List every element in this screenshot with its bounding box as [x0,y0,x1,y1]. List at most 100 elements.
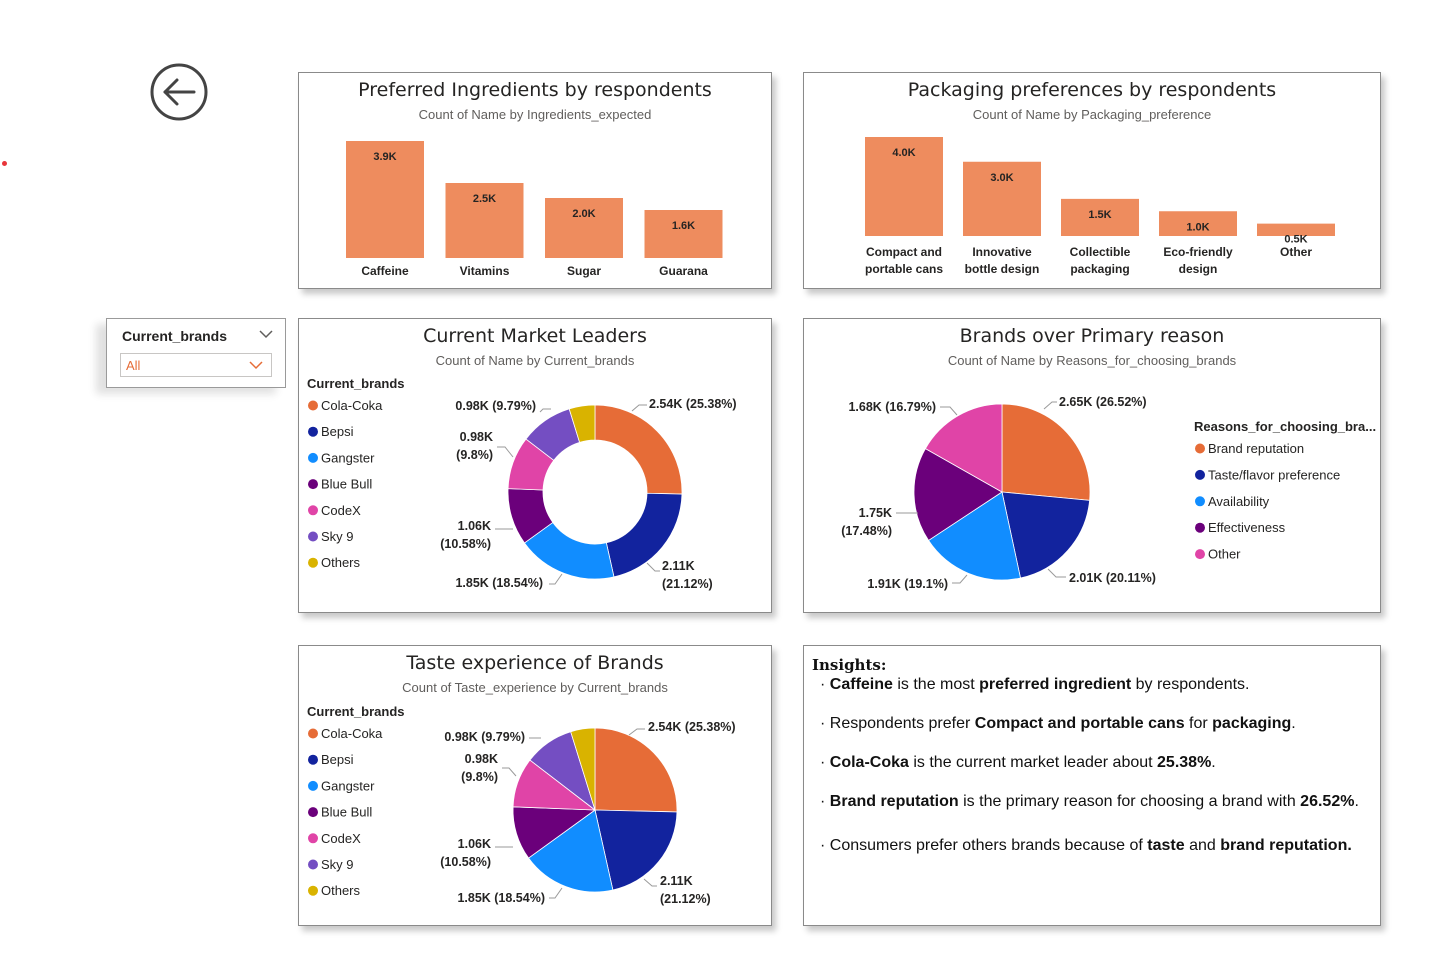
card-title: Current Market Leaders [423,325,647,347]
red-dot-marker [2,161,7,166]
legend-marker-2 [1195,496,1205,507]
insight-emphasis: Brand reputation [829,793,959,810]
insight-emphasis: Caffeine [829,676,893,693]
data-label: (9.8%) [461,770,498,784]
data-label: 2.11K [662,559,695,573]
legend-marker-0 [308,728,318,739]
legend-item-label: Gangster [321,450,375,465]
insight-item: · Cola-Coka is the current market leader… [820,752,1370,774]
legend-marker-4 [308,505,318,516]
bar-value-label: 1.5K [1088,209,1111,221]
slice-6 [570,727,596,811]
bar-value-label: 1.0K [1186,221,1209,233]
bar-category-label: portable cans [865,262,943,276]
insight-text: is the most [892,676,980,693]
insight-emphasis: packaging [1212,715,1292,732]
slice-0 [1001,403,1091,501]
data-label: 1.91K (19.1%) [867,577,948,591]
legend-item-label: Blue Bull [321,477,372,492]
bar-category-label: Other [1280,245,1312,259]
data-label: 2.54K (25.38%) [648,720,736,734]
legend-title: Current_brands [307,704,405,719]
insight-item: · Respondents prefer Compact and portabl… [820,713,1370,735]
card-title: Brands over Primary reason [959,325,1225,347]
data-label: 0.98K (9.79%) [444,730,525,744]
slice-4 [924,403,1003,493]
bar-2 [545,198,623,258]
legend-marker-1 [308,754,318,765]
legend-item-label: Others [321,555,361,570]
slice-1 [1001,491,1091,579]
ingredients-bar-chart: 3.9K Caffeine 2.5K Vitamins 2.0K Sugar 1.6K Gua… [346,141,723,278]
insight-emphasis: 26.52% [1300,793,1355,810]
legend-marker-3 [1195,522,1205,533]
leader-line [539,408,551,413]
bar-category-label: Vitamins [460,264,510,278]
legend-item-label: Availability [1208,494,1270,509]
legend-title: Reasons_for_choosing_bra... [1194,419,1376,434]
insight-emphasis: taste [1147,837,1185,854]
packaging-bar-chart: 4.0K Compact and portable cans 3.0K Innovati… [865,137,1335,276]
data-label: (21.12%) [662,577,713,591]
data-label: (17.48%) [841,524,892,538]
legend-item-label: CodeX [321,831,361,846]
data-label: 1.06K [458,837,491,851]
chevron-down-icon[interactable] [259,329,273,339]
slice-3 [913,448,1003,541]
card-title: Taste experience of Brands [406,652,664,674]
legend-marker-1 [1195,469,1205,480]
insight-emphasis: Cola-Coka [829,754,909,771]
bar-category-label: bottle design [965,262,1040,276]
data-label: 1.85K (18.54%) [455,576,543,590]
bar-value-label: 0.5K [1284,234,1307,246]
bar-category-label: Compact and [866,245,942,259]
back-arrow-icon [150,63,208,121]
legend-marker-3 [308,479,318,490]
insights-title: Insights: [812,656,887,674]
legend-item-label: Other [1208,547,1241,562]
bar-value-label: 3.9K [373,151,396,163]
legend-item-label: Sky 9 [321,529,354,544]
insight-item: · Caffeine is the most preferred ingredi… [820,674,1370,696]
data-label: 1.75K [859,506,892,520]
data-label: (10.58%) [440,537,491,551]
back-button[interactable] [150,63,208,121]
insight-text: for [1184,715,1213,732]
legend-item-label: Cola-Coka [321,398,383,413]
data-label: 0.98K [460,430,493,444]
bar-category-label: Caffeine [361,264,409,278]
bar-3 [644,210,723,258]
data-label: 2.01K (20.11%) [1069,571,1156,585]
leader-line [502,767,517,777]
leader-line [497,446,514,458]
bar-2 [1061,198,1139,236]
card-title: Preferred Ingredients by respondents [358,79,712,101]
legend-item-label: Blue Bull [321,805,372,820]
bar-1 [445,183,524,258]
slice-1 [594,809,678,891]
slice-2 [927,491,1021,581]
insight-text: Respondents prefer [829,715,975,732]
legend-marker-2 [308,780,318,791]
leader-line [1043,401,1057,410]
insight-emphasis: brand reputation. [1220,837,1352,854]
bar-3 [1159,211,1237,236]
insight-text: . [1354,793,1359,810]
data-label: (10.58%) [440,855,491,869]
legend-marker-4 [308,833,318,844]
data-label: 2.65K (26.52%) [1059,395,1147,409]
slicer-dropdown[interactable]: All [120,353,272,377]
insight-text: by respondents. [1131,676,1250,693]
bar-0 [346,141,424,258]
insight-text: is the primary reason for choosing a bra… [958,793,1301,810]
insight-text: and [1184,837,1221,854]
primary-reason-pie-chart: Reasons_for_choosing_bra... Brand reputat… [841,395,1376,591]
legend-title: Current_brands [307,376,405,391]
leader-line [646,562,660,572]
legend-item-label: Cola-Coka [321,726,383,741]
bar-category-label: Eco-friendly [1163,245,1233,259]
leader-line [643,878,657,887]
packaging-card: Packaging preferences by respondents Cou… [803,72,1381,289]
bar-4 [1257,223,1335,236]
insights-card: Insights: · Caffeine is the most preferr… [803,645,1381,926]
